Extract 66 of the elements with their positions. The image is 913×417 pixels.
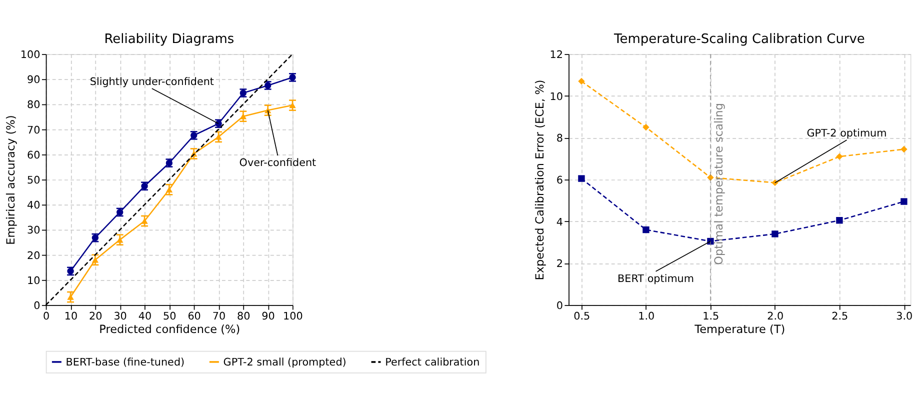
y-tick-label: 0 [556,300,563,312]
y-tick-label: 8 [556,132,563,145]
y-tick-label: 2 [556,258,563,270]
point [289,102,296,108]
x-tick-label: 90 [262,310,275,322]
x-tick-label: 1.0 [638,310,655,322]
annotation: Over-confident [239,156,316,169]
legend-label: GPT-2 small (prompted) [223,356,346,368]
y-tick-label: 100 [20,48,40,61]
point [141,218,148,224]
point [67,294,74,300]
point [642,226,650,234]
y-tick-label: 10 [27,274,40,287]
x-tick-label: 30 [114,310,127,322]
point [642,124,650,131]
y-tick-label: 12 [550,48,563,61]
y-tick-label: 60 [27,149,40,162]
point [92,256,99,263]
x-tick-label: 20 [89,310,102,322]
y-tick-label: 4 [556,216,564,228]
ref-line-label: Optimal temperature scaling [712,102,726,265]
annotation: GPT-2 optimum [806,128,887,140]
x-tick-label: 3.0 [896,310,913,322]
x-axis-title: Predicted confidence (%) [99,323,240,336]
legend-label: BERT-base (fine-tuned) [66,356,185,368]
x-tick-label: 60 [188,310,201,322]
x-tick-label: 80 [237,310,250,322]
annotation: BERT optimum [618,272,694,285]
point [578,175,585,182]
point [240,113,247,120]
x-tick-label: 40 [138,310,152,322]
x-tick-label: 0.5 [574,310,590,322]
y-tick-label: 30 [27,224,40,237]
x-tick-label: 2.5 [832,310,848,322]
legend-label: Perfect calibration [385,356,480,368]
point [772,230,778,238]
chart-title: Temperature-Scaling Calibration Curve [613,32,865,47]
y-tick-label: 80 [27,99,40,112]
y-tick-label: 50 [27,174,40,186]
x-tick-label: 50 [163,310,176,322]
x-tick-label: 2.0 [767,310,784,322]
point [578,78,585,85]
x-tick-label: 70 [212,310,226,322]
point [166,186,173,193]
y-tick-label: 10 [550,90,563,103]
y-tick-label: 70 [27,124,40,136]
point [215,134,222,140]
y-tick-label: 6 [556,174,563,186]
point [116,236,124,243]
y-tick-label: 20 [27,250,40,262]
y-axis-title: Expected Calibration Error (ECE, %) [534,80,547,280]
x-tick-label: 0 [42,310,50,322]
y-tick-label: 90 [27,74,40,86]
y-axis-title: Empirical accuracy (%) [4,115,18,245]
point [900,146,908,153]
point [836,153,843,160]
chart-title: Reliability Diagrams [104,32,234,47]
x-tick-label: 100 [283,310,303,322]
point [900,198,908,205]
y-tick-label: 40 [27,200,40,212]
y-tick-label: 0 [34,300,40,312]
annotation: Slightly under-confident [90,76,214,88]
x-tick-label: 10 [64,310,78,322]
x-axis-title: Temperature (T) [694,323,786,336]
point [836,216,843,224]
x-tick-label: 1.5 [702,310,720,322]
